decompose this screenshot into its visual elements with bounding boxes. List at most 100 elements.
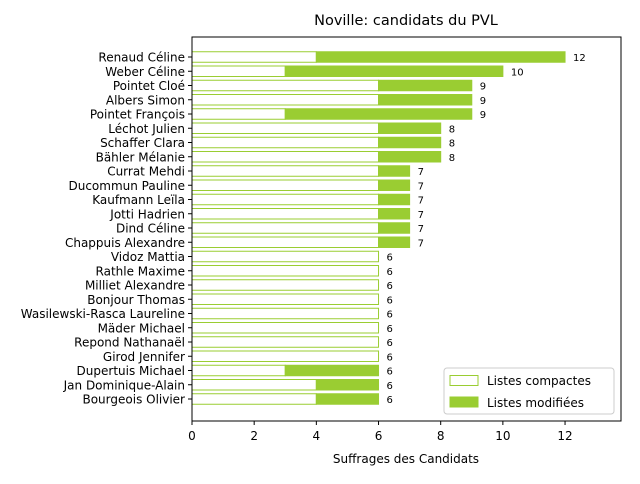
y-tick-label: Vidoz Mattia [111, 250, 185, 264]
value-label: 6 [387, 281, 393, 292]
value-label: 8 [449, 124, 455, 135]
value-label: 6 [387, 310, 393, 321]
bar-compactes [191, 250, 380, 263]
y-tick-label: Léchot Julien [108, 122, 185, 136]
plot-frame [191, 36, 622, 422]
bar-compactes [191, 193, 380, 206]
bar-compactes [191, 236, 380, 248]
chart-title: Noville: candidats du PVL [314, 13, 498, 29]
x-tick-label: 12 [557, 429, 572, 443]
value-label: 9 [480, 96, 486, 107]
bar-compactes [191, 350, 380, 362]
y-tick-label: Jotti Hadrien [109, 207, 185, 221]
bar-compactes [191, 322, 380, 334]
value-label: 6 [387, 253, 393, 264]
value-label: 6 [387, 352, 393, 363]
y-tick-label: Bourgeois Olivier [82, 393, 185, 407]
legend: Listes compactes Listes modifiées [443, 367, 615, 415]
value-label: 7 [418, 196, 424, 207]
x-tick-label: 2 [250, 429, 258, 443]
value-label: 10 [511, 67, 524, 78]
bar-modifiees [378, 122, 442, 134]
bar-compactes [191, 265, 380, 277]
y-tick-label: Pointet Cloé [113, 79, 185, 93]
y-tick-label: Dind Céline [116, 222, 185, 236]
bar-modifiees [378, 208, 411, 220]
y-tick-label: Wasilewski-Rasca Laureline [21, 307, 185, 321]
bar-compactes [191, 136, 380, 149]
value-label: 12 [573, 53, 586, 64]
bar-compactes [191, 222, 380, 234]
bar-compactes [191, 208, 380, 220]
legend-label-compactes: Listes compactes [487, 374, 591, 388]
x-tick-label: 8 [437, 429, 445, 443]
value-label: 6 [387, 324, 393, 335]
value-label: 6 [387, 395, 393, 406]
y-tick-label: Schaffer Clara [100, 136, 185, 150]
bar-modifiees [378, 165, 411, 177]
value-labels: 12 10 9 9 9 8 8 8 7 7 7 7 7 7 6 6 6 6 6 6 6 6 6 6 6 [387, 53, 586, 406]
bar-modifiees [378, 222, 411, 234]
value-label: 6 [387, 367, 393, 378]
value-label: 8 [449, 139, 455, 150]
y-tick-label: Repond Nathanaël [74, 336, 185, 350]
bar-modifiees [284, 364, 380, 377]
value-label: 6 [387, 338, 393, 349]
legend-swatch-modifiees [449, 396, 479, 408]
bar-compactes [191, 51, 317, 63]
value-label: 9 [480, 110, 486, 121]
value-label: 7 [418, 181, 424, 192]
bar-compactes [191, 94, 380, 106]
y-tick-label: Dupertuis Michael [77, 364, 185, 378]
y-tick-label: Pointet François [90, 108, 185, 122]
bars-layer [191, 51, 566, 405]
bar-modifiees [378, 79, 473, 92]
y-tick-label: Kaufmann Leïla [92, 193, 185, 207]
bar-modifiees [284, 108, 473, 120]
bar-modifiees [284, 65, 504, 77]
y-tick-label: Girod Jennifer [103, 350, 185, 364]
bar-modifiees [378, 94, 473, 106]
x-tick-label: 6 [375, 429, 383, 443]
value-label: 6 [387, 267, 393, 278]
value-label: 7 [418, 210, 424, 221]
bar-compactes [191, 108, 286, 120]
value-label: 9 [480, 82, 486, 93]
bar-compactes [191, 151, 380, 163]
bar-compactes [191, 293, 380, 305]
y-tick-label: Mäder Michael [98, 321, 185, 335]
bar-compactes [191, 379, 317, 391]
bar-compactes [191, 279, 380, 291]
value-label: 6 [387, 381, 393, 392]
legend-label-modifiees: Listes modifiées [487, 396, 584, 410]
bar-modifiees [378, 136, 442, 149]
y-tick-label: Bähler Mélanie [96, 150, 185, 164]
bar-compactes [191, 307, 380, 320]
bar-modifiees [378, 151, 442, 163]
value-label: 6 [387, 295, 393, 306]
bar-compactes [191, 336, 380, 348]
bar-compactes [191, 122, 380, 134]
y-tick-label: Rathle Maxime [96, 264, 185, 278]
value-label: 7 [418, 224, 424, 235]
legend-box [443, 367, 615, 415]
bar-compactes [191, 179, 380, 191]
y-tick-label: Ducommun Pauline [68, 179, 185, 193]
bar-modifiees [378, 179, 411, 191]
bar-modifiees [315, 393, 380, 405]
bar-modifiees [378, 193, 411, 206]
y-tick-label: Jan Dominique-Alain [63, 378, 185, 392]
bar-modifiees [378, 236, 411, 248]
x-tick-label: 0 [188, 429, 196, 443]
value-label: 7 [418, 167, 424, 178]
y-tick-label: Renaud Céline [98, 51, 185, 65]
bar-modifiees [315, 51, 566, 63]
y-tick-label: Milliet Alexandre [85, 279, 185, 293]
y-tick-label: Weber Céline [105, 65, 185, 79]
bar-modifiees [315, 379, 380, 391]
x-tick-label: 10 [495, 429, 510, 443]
bar-compactes [191, 393, 317, 405]
